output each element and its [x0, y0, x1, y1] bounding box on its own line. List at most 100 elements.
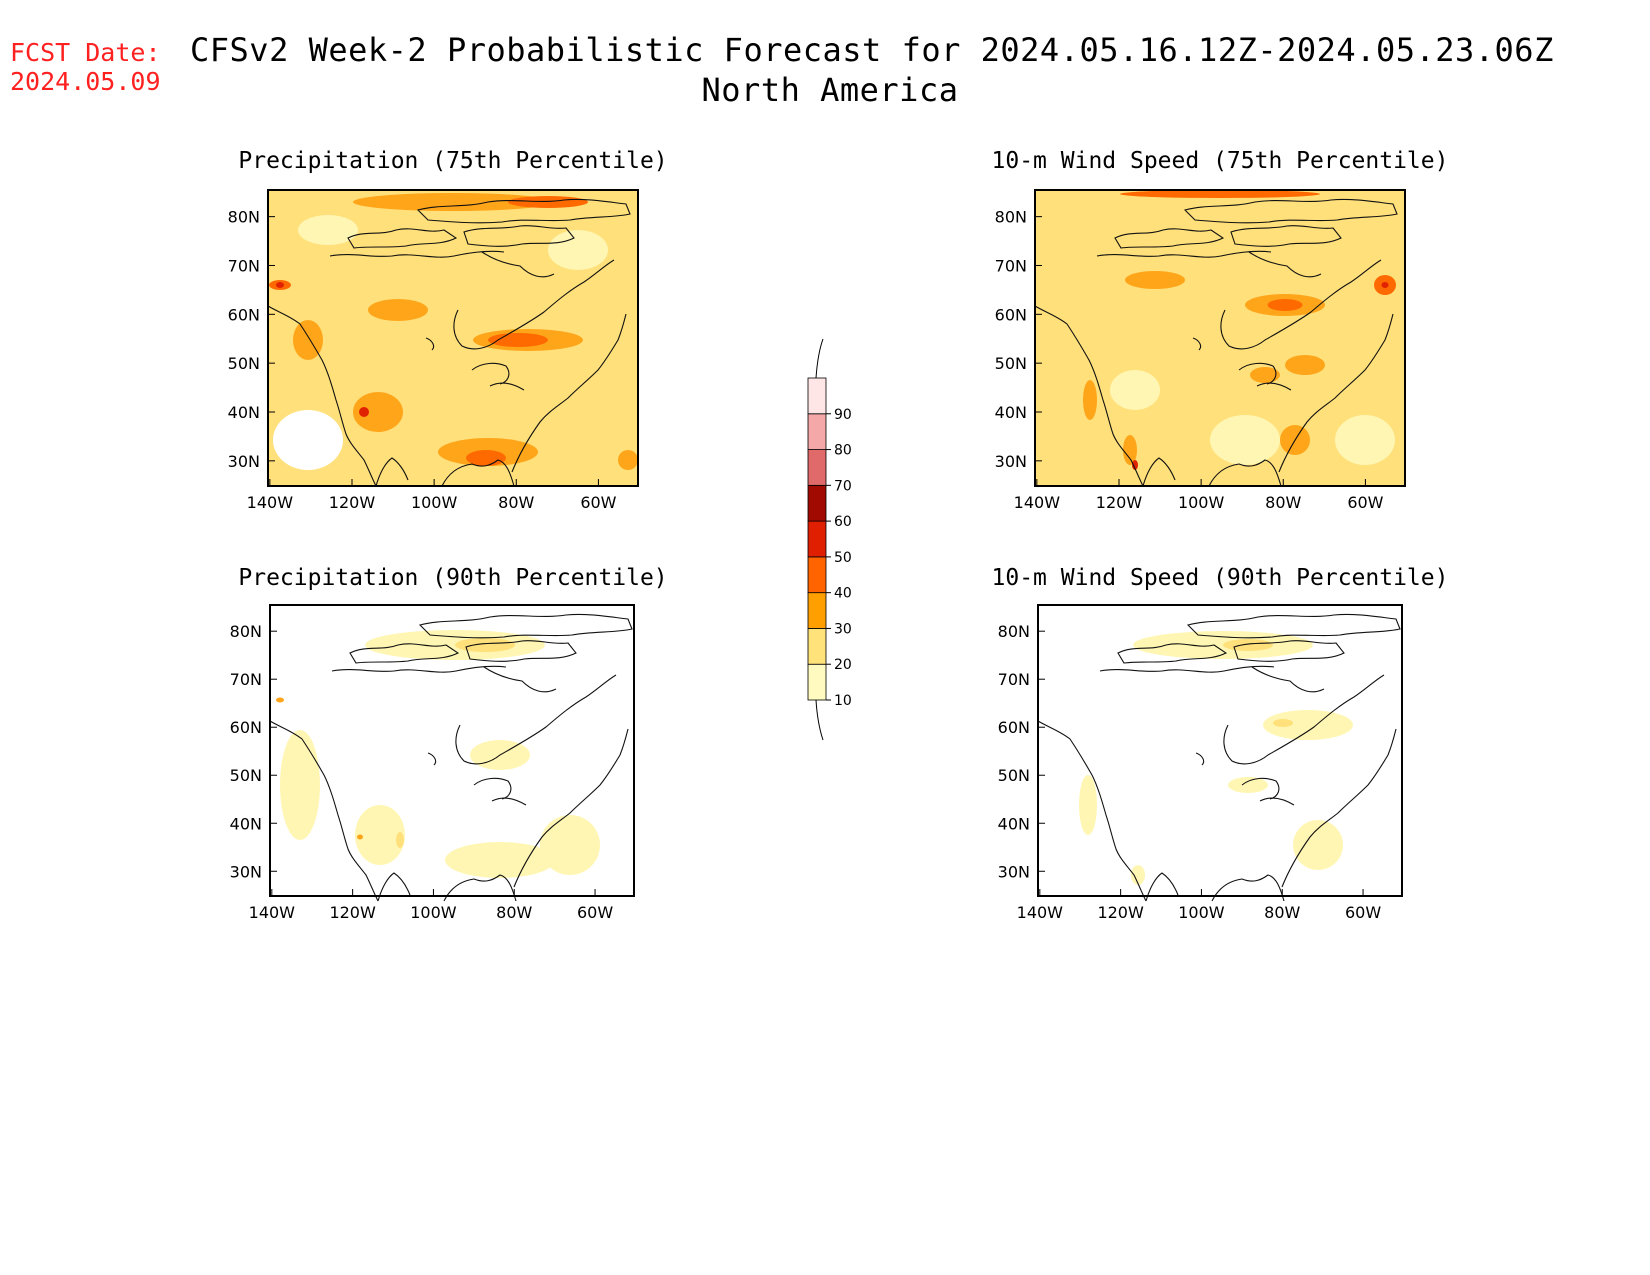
colorbar-level-label: 90: [834, 407, 852, 423]
probability-shading: [396, 832, 404, 848]
lon-tick-label: 60W: [580, 493, 616, 512]
colorbar-level-label: 10: [834, 693, 852, 709]
lon-tick-label: 100W: [411, 493, 458, 512]
forecast-date: FCST Date: 2024.05.09: [10, 38, 161, 96]
colorbar-swatch: [807, 484, 827, 522]
lat-tick-label: 30N: [228, 452, 260, 471]
colorbar-level-label: 50: [834, 550, 852, 566]
lat-tick-label: 50N: [228, 354, 260, 373]
lon-tick-label: 60W: [577, 903, 613, 922]
panel-title: 10-m Wind Speed (75th Percentile): [992, 148, 1449, 174]
lat-tick-label: 80N: [228, 208, 260, 227]
probability-shading: [1267, 299, 1303, 311]
lat-tick-label: 40N: [230, 814, 262, 833]
probability-shading: [1132, 460, 1138, 470]
lat-tick-label: 40N: [995, 403, 1027, 422]
panel-wind-75: 10-m Wind Speed (75th Percentile) 80N 70N…: [992, 148, 1449, 512]
colorbar-level-label: 40: [834, 586, 852, 602]
lat-tick-label: 70N: [998, 670, 1030, 689]
axis-ticks: 80N 70N 60N 50N 40N 30N 140W 120W 100W 80W 60W: [228, 208, 617, 512]
panel-title: 10-m Wind Speed (90th Percentile): [992, 565, 1449, 591]
lat-tick-label: 70N: [228, 256, 260, 275]
probability-shading: [445, 842, 555, 878]
map-frame: [1034, 189, 1406, 487]
figure-subtitle: North America: [701, 71, 959, 109]
lat-tick-label: 50N: [998, 766, 1030, 785]
colorbar-level-label: 70: [834, 478, 852, 494]
lat-tick-label: 30N: [230, 862, 262, 881]
panel-title: Precipitation (90th Percentile): [238, 565, 667, 591]
probability-shading: [548, 230, 608, 270]
lon-tick-label: 140W: [1017, 903, 1064, 922]
probability-shading: [353, 193, 553, 211]
probability-shading: [355, 805, 405, 865]
map-field: [1038, 605, 1402, 896]
lon-tick-label: 80W: [1264, 903, 1300, 922]
colorbar-swatch: [807, 413, 827, 450]
probability-shading: [1120, 190, 1320, 198]
probability-shading: [1228, 777, 1268, 793]
colorbar-level-label: 20: [834, 657, 852, 673]
probability-shading: [1285, 355, 1325, 375]
panel-precip-90: Precipitation (90th Percentile) 80N 70N 60…: [230, 565, 668, 922]
map-frame: [267, 189, 639, 487]
colorbar-swatch: [807, 663, 827, 701]
lat-tick-label: 30N: [998, 862, 1030, 881]
lat-tick-label: 50N: [230, 766, 262, 785]
lon-tick-label: 100W: [1178, 493, 1225, 512]
probability-shading: [368, 299, 428, 321]
forecast-date-value: 2024.05.09: [10, 67, 161, 96]
probability-shading: [280, 730, 320, 840]
lat-tick-label: 40N: [998, 814, 1030, 833]
probability-shading: [1250, 367, 1280, 383]
probability-shading: [1381, 282, 1389, 288]
colorbar-swatch: [807, 592, 827, 629]
lat-tick-label: 50N: [995, 354, 1027, 373]
lon-tick-label: 100W: [410, 903, 457, 922]
probability-shading: [618, 450, 638, 470]
panel-precip-75: Precipitation (75th Percentile) 80N 70N 60…: [228, 148, 668, 512]
colorbar-swatch: [807, 520, 827, 558]
probability-shading: [1335, 415, 1395, 465]
probability-shading: [1223, 639, 1273, 651]
map-frame: [269, 604, 635, 897]
probability-shading: [276, 697, 284, 703]
map-field: [1035, 190, 1405, 486]
probability-shading: [540, 815, 600, 875]
lon-tick-label: 80W: [496, 903, 532, 922]
axis-ticks: 80N 70N 60N 50N 40N 30N 140W 120W 100W 80W 60W: [995, 208, 1384, 512]
probability-shading: [1131, 865, 1145, 885]
probability-shading: [455, 638, 515, 652]
lon-tick-label: 120W: [329, 903, 376, 922]
lat-tick-label: 80N: [998, 622, 1030, 641]
lat-tick-label: 30N: [995, 452, 1027, 471]
lon-tick-label: 140W: [247, 493, 294, 512]
probability-shading: [1079, 775, 1097, 835]
figure-title: CFSv2 Week-2 Probabilistic Forecast for …: [190, 31, 1554, 69]
forecast-date-label: FCST Date:: [10, 38, 161, 67]
map-frame: [1037, 604, 1403, 897]
colorbar-level-label: 80: [834, 443, 852, 459]
probability-shading: [488, 333, 548, 347]
probability-shading: [1083, 380, 1097, 420]
lon-tick-label: 80W: [498, 493, 534, 512]
lon-tick-label: 60W: [1347, 493, 1383, 512]
lat-tick-label: 70N: [230, 670, 262, 689]
lon-tick-label: 100W: [1178, 903, 1225, 922]
lat-tick-label: 60N: [995, 305, 1027, 324]
map-field: [270, 605, 634, 896]
probability-shading: [359, 407, 369, 417]
lat-tick-label: 70N: [995, 256, 1027, 275]
lon-tick-label: 120W: [1097, 903, 1144, 922]
probability-shading: [357, 834, 363, 840]
probability-shading: [313, 275, 403, 405]
lon-tick-label: 120W: [1096, 493, 1143, 512]
lat-tick-label: 60N: [998, 718, 1030, 737]
lat-tick-label: 60N: [230, 718, 262, 737]
lon-tick-label: 80W: [1265, 493, 1301, 512]
colorbar-level-label: 30: [834, 621, 852, 637]
probability-shading: [293, 320, 323, 360]
probability-shading: [1110, 370, 1160, 410]
probability-shading: [276, 282, 284, 288]
